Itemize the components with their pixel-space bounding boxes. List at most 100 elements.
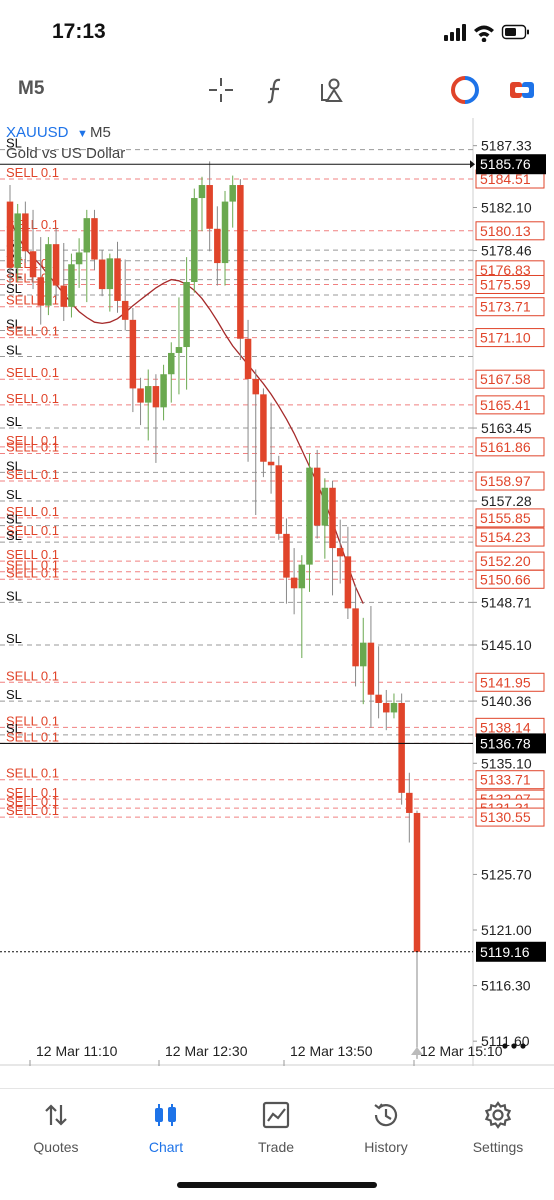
- nav-label-trade: Trade: [257, 1139, 295, 1155]
- bear-candle: [52, 244, 60, 286]
- one-click-trading-icon[interactable]: [447, 72, 483, 108]
- more-options-icon[interactable]: [502, 1043, 526, 1049]
- order-price-tag: 5167.58: [480, 371, 531, 387]
- bear-candle: [329, 487, 336, 549]
- nav-trade[interactable]: Trade: [231, 1099, 321, 1155]
- bear-candle: [260, 394, 267, 462]
- bull-candle: [160, 374, 167, 408]
- cellular-signal-icon: [444, 24, 466, 41]
- stop-loss-label: SL: [6, 528, 22, 543]
- wifi-icon: [474, 25, 494, 43]
- bid-marker: [470, 160, 475, 169]
- time-axis-label: 12 Mar 15:10: [420, 1043, 503, 1059]
- level-price-tag: 5136.78: [480, 735, 531, 751]
- history-icon: [374, 1103, 398, 1127]
- stop-loss-label: SL: [6, 316, 22, 331]
- order-price-tag-box: [475, 527, 545, 547]
- chart-toolbar: M5: [0, 62, 554, 118]
- nav-settings[interactable]: Settings: [453, 1099, 543, 1155]
- trade-icon: [262, 1101, 290, 1129]
- bear-candle: [60, 285, 68, 307]
- order-price-tag-box: [475, 508, 545, 528]
- bull-candle: [221, 201, 229, 264]
- price-axis-label: 5178.46: [481, 243, 532, 259]
- stop-loss-label: SL: [6, 487, 22, 502]
- sell-order-label: SELL 0.1: [6, 523, 59, 538]
- level-price-tag-box: [476, 733, 546, 754]
- stop-loss-label: SL: [6, 687, 22, 702]
- nav-history[interactable]: History: [341, 1099, 431, 1155]
- bear-candle: [352, 608, 359, 667]
- bull-candle: [183, 282, 190, 348]
- bear-candle: [22, 213, 29, 252]
- stop-loss-label: SL: [6, 458, 22, 473]
- nav-label-history: History: [364, 1139, 408, 1155]
- bear-candle: [29, 251, 37, 278]
- bear-candle: [283, 533, 290, 578]
- sell-order-label: SELL 0.1: [6, 165, 59, 180]
- objects-icon[interactable]: [314, 72, 350, 108]
- bid-price-tag-box: [476, 154, 546, 175]
- bull-candle: [321, 487, 329, 526]
- bull-candle: [45, 244, 52, 306]
- symbol-name[interactable]: XAUUSD: [6, 124, 69, 141]
- bear-candle: [267, 461, 275, 466]
- price-axis-label: 5135.10: [481, 755, 532, 771]
- price-axis-label: 5148.71: [481, 594, 532, 610]
- bull-candle: [83, 218, 91, 253]
- bull-candle: [144, 386, 152, 403]
- stop-loss-label: SL: [6, 414, 22, 429]
- stop-loss-label: SL: [6, 588, 22, 603]
- order-price-tag: 5184.51: [480, 171, 531, 187]
- sell-order-label: SELL 0.1: [6, 467, 59, 482]
- order-price-tag-box: [475, 221, 545, 241]
- current-bar-marker: [411, 1047, 423, 1055]
- nav-quotes[interactable]: Quotes: [11, 1099, 101, 1155]
- bear-candle: [152, 386, 160, 408]
- price-axis-label: 5116.30: [481, 978, 531, 994]
- crosshair-icon[interactable]: [203, 72, 239, 108]
- bear-candle: [375, 694, 382, 703]
- sell-order-label: SELL 0.1: [6, 794, 59, 809]
- bull-candle: [14, 213, 21, 268]
- order-price-tag-box: [475, 672, 545, 692]
- bear-candle: [313, 467, 321, 526]
- symbol-description: Gold vs US Dollar: [6, 145, 125, 162]
- symbol-dropdown-icon[interactable]: ▼: [77, 128, 88, 140]
- chart-header: XAUUSD ▼ M5 Gold vs US Dollar: [6, 124, 125, 162]
- price-axis-label: 5111.60: [481, 1033, 530, 1049]
- order-price-tag: 5150.66: [480, 571, 531, 587]
- order-price-tag: 5173.71: [480, 299, 531, 315]
- price-axis-label: 5157.28: [481, 493, 532, 509]
- bull-candle: [168, 352, 175, 375]
- bear-candle: [137, 388, 144, 403]
- symbol-timeframe: M5: [90, 124, 111, 141]
- bull-candle: [68, 264, 75, 307]
- sell-order-label: SELL 0.1: [6, 785, 59, 800]
- trade-panel-icon[interactable]: [504, 72, 540, 108]
- bear-candle: [114, 258, 121, 301]
- bear-candle: [206, 185, 213, 229]
- order-price-tag: 5138.14: [480, 719, 531, 735]
- sell-order-label: SELL 0.1: [6, 439, 59, 454]
- order-price-tag-box: [475, 369, 545, 389]
- order-price-tag-box: [475, 471, 545, 491]
- order-price-tag: 5130.55: [480, 809, 531, 825]
- bear-candle: [237, 185, 244, 339]
- bull-candle: [106, 258, 114, 290]
- price-axis-label: 5182.10: [481, 200, 532, 216]
- nav-label-chart: Chart: [148, 1139, 184, 1155]
- order-price-tag: 5158.97: [480, 473, 531, 489]
- indicators-icon[interactable]: [258, 72, 294, 108]
- order-price-tag: 5133.71: [480, 772, 531, 788]
- order-price-tag-box: [475, 297, 545, 317]
- nav-chart[interactable]: Chart: [121, 1099, 211, 1155]
- timeframe-selector[interactable]: M5: [18, 78, 45, 99]
- order-price-tag-box: [475, 395, 545, 415]
- bull-candle: [191, 198, 198, 283]
- order-price-tag-box: [475, 274, 545, 294]
- bull-candle: [298, 564, 306, 589]
- time-axis-label: 12 Mar 11:10: [36, 1043, 118, 1059]
